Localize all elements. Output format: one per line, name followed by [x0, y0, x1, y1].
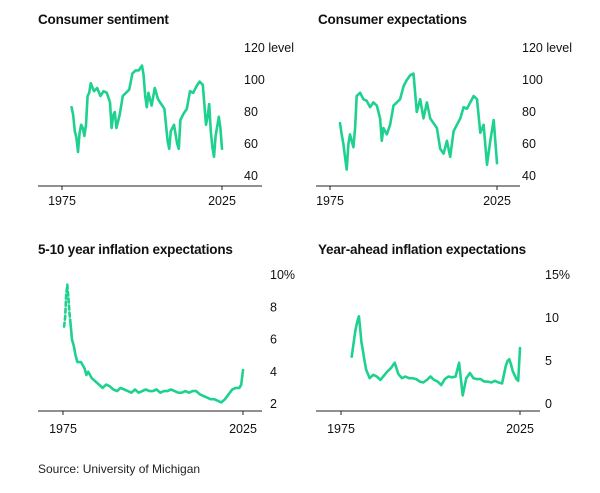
- y-tick-label: 10: [545, 311, 559, 325]
- y-tick-label: 5: [545, 354, 552, 368]
- chart-panel-longterm-inflation: 5-10 year inflation expectations: [0, 225, 300, 450]
- y-tick-label: 100: [522, 73, 543, 87]
- x-tick-label: 1975: [327, 422, 355, 436]
- series-line: [70, 64, 224, 159]
- series-line: [350, 315, 522, 397]
- x-tick-label: 1975: [48, 194, 76, 208]
- y-tick-label: 120 level: [522, 41, 572, 55]
- x-tick-label: 1975: [49, 422, 77, 436]
- chart-title: 5-10 year inflation expectations: [38, 242, 233, 257]
- y-tick-label: 80: [244, 105, 258, 119]
- y-tick-label: 80: [522, 105, 536, 119]
- y-tick-label: 60: [244, 137, 258, 151]
- y-tick-label: 6: [270, 333, 277, 347]
- source-note: Source: University of Michigan: [38, 462, 201, 476]
- x-tick-label: 1975: [316, 194, 344, 208]
- chart-panel-consumer-expectations: Consumer expectations: [0, 0, 600, 225]
- y-tick-label: 40: [522, 169, 536, 183]
- x-tick-label: 2025: [208, 194, 236, 208]
- y-tick-label: 4: [270, 365, 277, 379]
- y-tick-label: 40: [244, 169, 258, 183]
- x-tick-label: 2025: [483, 194, 511, 208]
- y-tick-label: 60: [522, 137, 536, 151]
- chart-title: Year-ahead inflation expectations: [318, 242, 526, 257]
- x-tick-label: 2025: [229, 422, 257, 436]
- series-line: [338, 72, 499, 171]
- series-line: [68, 318, 245, 404]
- y-tick-label: 10%: [270, 268, 295, 282]
- y-tick-label: 120 level: [244, 41, 294, 55]
- chart-title: Consumer sentiment: [38, 12, 169, 27]
- series-line: [62, 283, 72, 328]
- y-tick-label: 15%: [545, 268, 570, 282]
- y-tick-label: 8: [270, 300, 277, 314]
- y-tick-label: 100: [244, 73, 265, 87]
- chart-panel-consumer-sentiment: Consumer sentiment: [0, 0, 300, 225]
- x-tick-label: 2025: [506, 422, 534, 436]
- y-tick-label: 0: [545, 397, 552, 411]
- chart-title: Consumer expectations: [318, 12, 467, 27]
- chart-panel-year-ahead-inflation: Year-ahead inflation expectations: [0, 225, 600, 450]
- y-tick-label: 2: [270, 397, 277, 411]
